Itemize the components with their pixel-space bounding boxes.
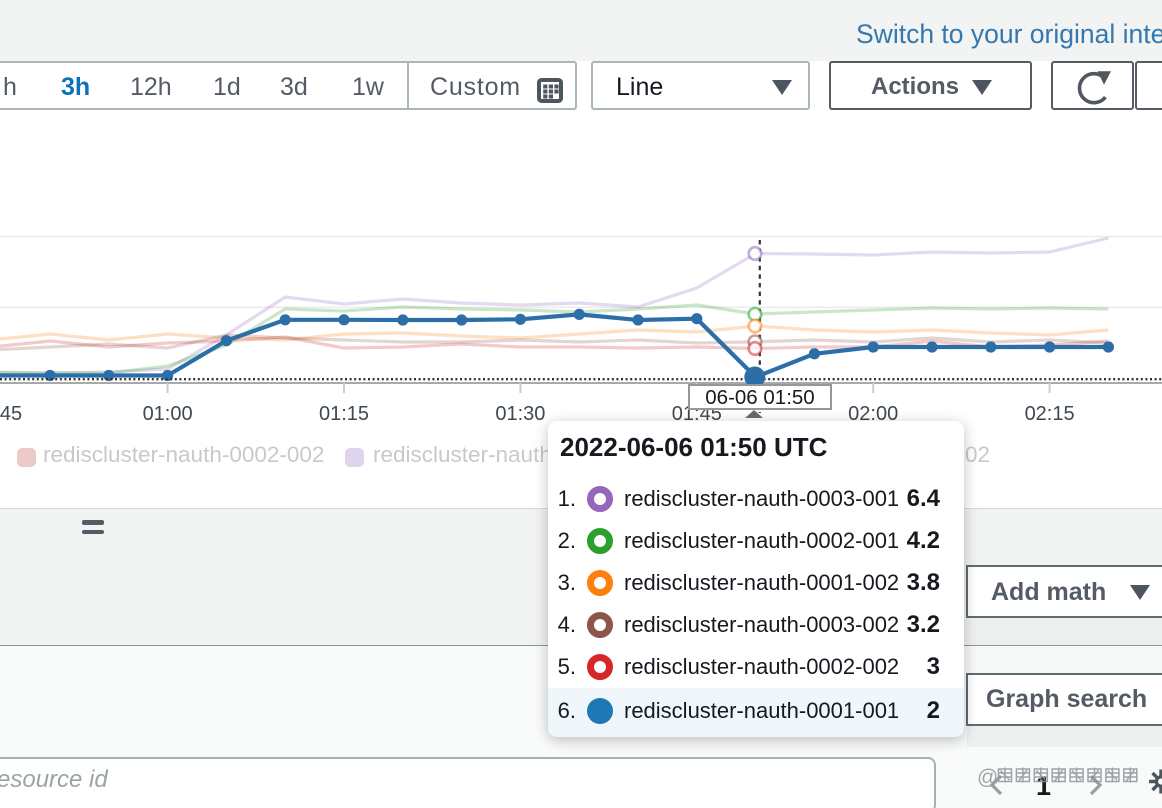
svg-text:01:30: 01:30 [495,403,545,425]
svg-text:@: @ [977,766,998,789]
svg-text:02:00: 02:00 [848,403,898,425]
svg-text:01:00: 01:00 [143,403,193,425]
svg-text:01:15: 01:15 [319,403,369,425]
svg-text:02:15: 02:15 [1025,403,1075,425]
svg-text:45: 45 [0,403,22,425]
